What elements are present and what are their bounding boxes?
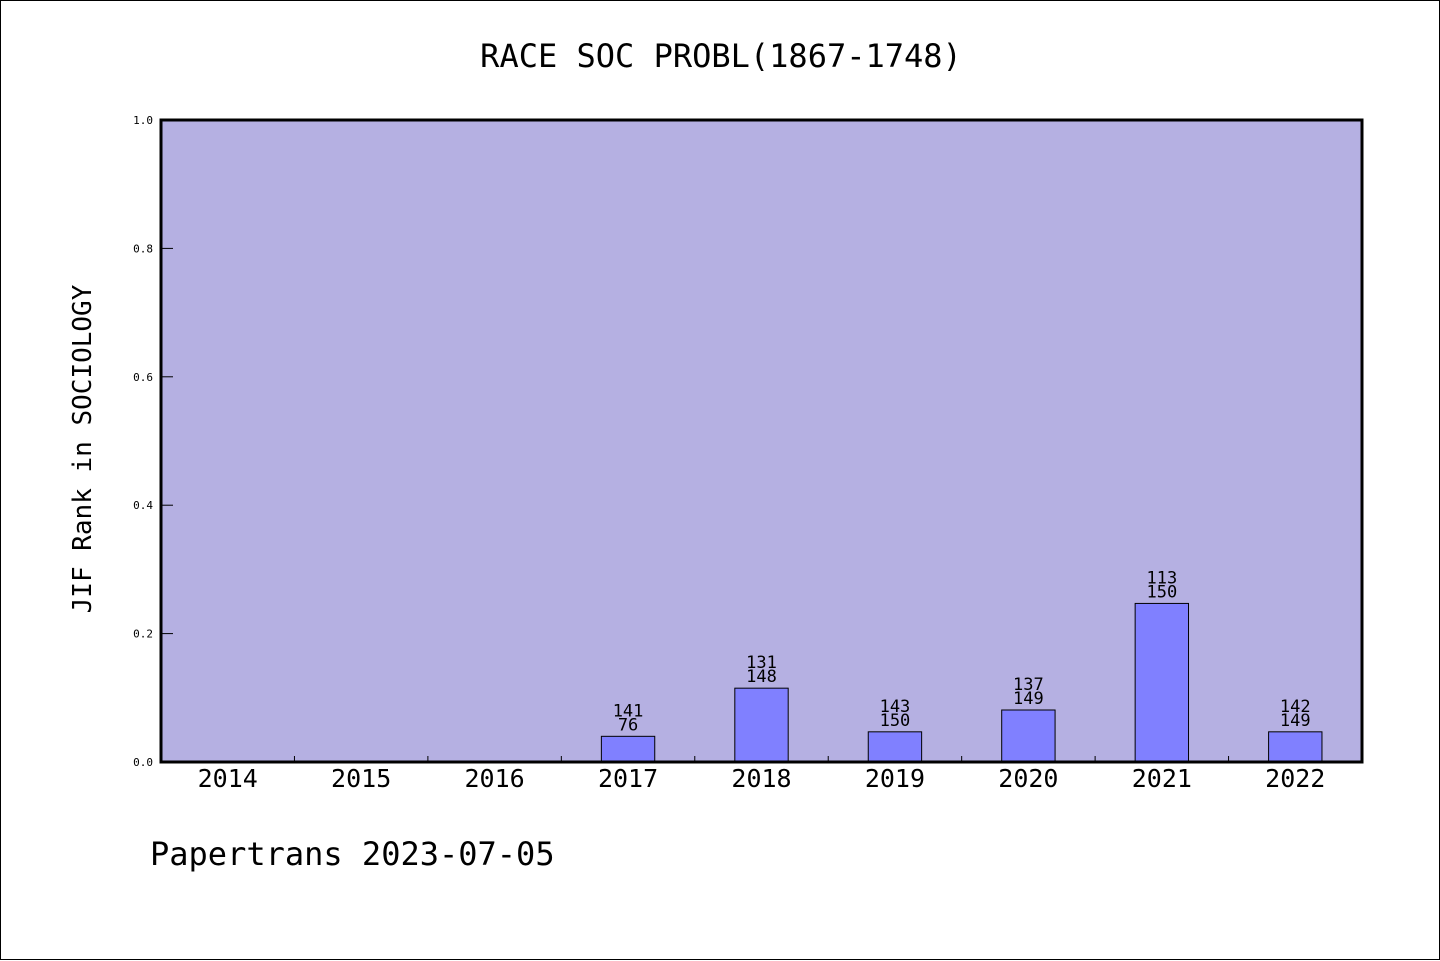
y-tick-label: 0.8: [133, 242, 153, 255]
x-tick-label-2022: 2022: [1265, 764, 1325, 793]
data-label-top-2019: 143: [880, 697, 911, 717]
y-tick-label: 0.6: [133, 371, 153, 384]
footer-credit: Papertrans 2023-07-05: [150, 835, 555, 873]
bar-2018: [734, 687, 789, 763]
bar-2020: [1001, 709, 1056, 763]
x-tick-label-2018: 2018: [731, 764, 791, 793]
bar-2019: [867, 731, 923, 763]
data-label-bottom-2022: 149: [1280, 711, 1311, 731]
bars-group: [600, 602, 1323, 763]
y-tick-label: 1.0: [133, 114, 153, 127]
data-label-bottom-2019: 150: [880, 711, 911, 731]
data-label-top-2021: 113: [1146, 568, 1177, 588]
data-label-bottom-2020: 149: [1013, 689, 1044, 709]
bar-2022: [1268, 731, 1323, 763]
data-label-bottom-2017: 76: [618, 715, 638, 735]
y-tick-label: 0.0: [133, 756, 153, 769]
bar-2017: [600, 735, 656, 763]
x-tick-label-2017: 2017: [598, 764, 658, 793]
x-tick-label-2021: 2021: [1132, 764, 1192, 793]
plot-border: [159, 118, 1364, 764]
x-axis-ticks: 2014 2015 2016 2017 2018 2019 2020 2021 2022: [198, 756, 1325, 793]
y-tick-label: 0.4: [133, 499, 153, 512]
data-label-top-2020: 137: [1013, 675, 1044, 695]
x-tick-label-2014: 2014: [198, 764, 258, 793]
x-tick-label-2019: 2019: [865, 764, 925, 793]
x-tick-label-2020: 2020: [998, 764, 1058, 793]
data-label-top-2022: 142: [1280, 697, 1311, 717]
bar-2021: [1134, 602, 1190, 763]
data-label-top-2018: 131: [746, 653, 777, 673]
x-tick-label-2016: 2016: [465, 764, 525, 793]
chart-title: RACE SOC PROBL(1867-1748): [480, 37, 962, 75]
data-label-bottom-2021: 150: [1146, 582, 1177, 602]
x-tick-label-2015: 2015: [331, 764, 391, 793]
y-axis-label: JIF Rank in SOCIOLOGY: [68, 284, 98, 613]
data-label-bottom-2018: 148: [746, 667, 777, 687]
y-tick-label: 0.2: [133, 628, 153, 641]
data-label-top-2017: 141: [613, 701, 644, 721]
y-axis-ticks: 0.0 0.2 0.4 0.6 0.8 1.0: [133, 114, 173, 769]
